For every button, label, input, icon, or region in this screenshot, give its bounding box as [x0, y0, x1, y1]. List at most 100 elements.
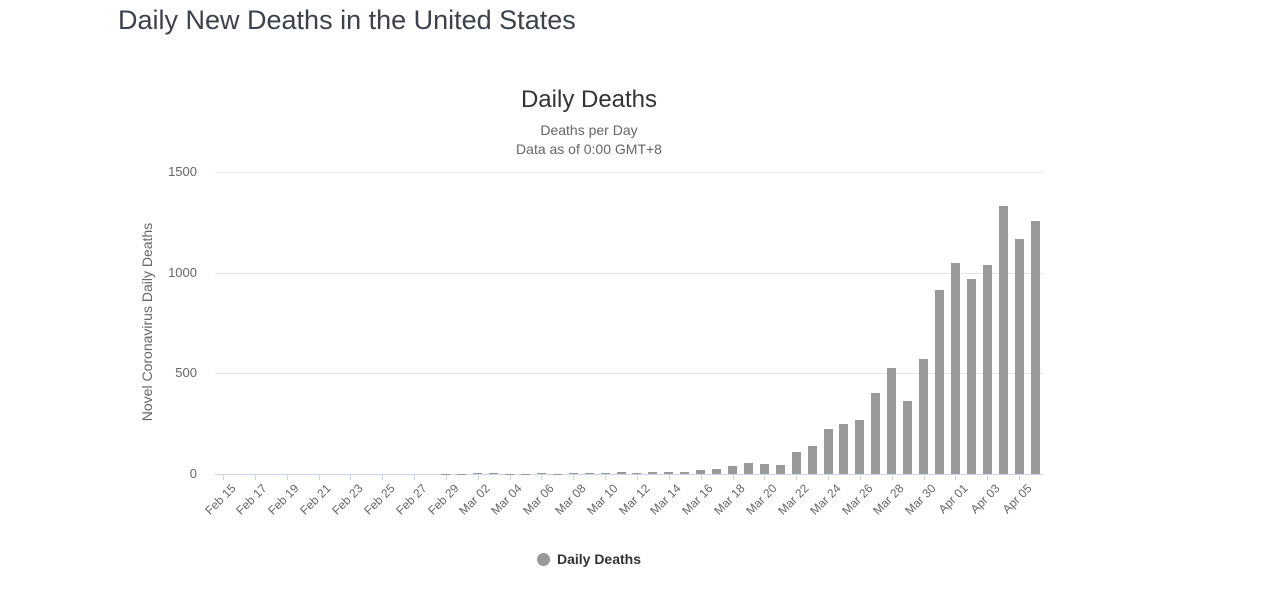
- x-tick-label-Mar-22: Mar 22: [775, 481, 812, 518]
- x-tick-Mar-02: [477, 475, 479, 480]
- bar-Mar-13[interactable]: [648, 472, 658, 474]
- bar-Mar-12[interactable]: [632, 473, 642, 474]
- bar-Mar-29[interactable]: [903, 400, 913, 474]
- x-tick-Mar-14: [668, 475, 670, 480]
- x-tick-Feb-21: [318, 475, 320, 480]
- x-tick-label-Feb-29: Feb 29: [424, 481, 462, 518]
- page-title: Daily New Deaths in the United States: [118, 5, 576, 35]
- x-tick-label-Feb-27: Feb 27: [392, 481, 430, 518]
- x-tick-label-Apr-03: Apr 03: [967, 481, 1003, 517]
- x-tick-Mar-08: [573, 475, 575, 480]
- x-tick-Mar-18: [732, 475, 734, 480]
- bar-Mar-16[interactable]: [696, 470, 706, 474]
- bar-Mar-10[interactable]: [600, 473, 610, 474]
- x-tick-Feb-27: [414, 475, 416, 480]
- bar-Mar-06[interactable]: [536, 473, 546, 474]
- x-tick-Mar-12: [636, 475, 638, 480]
- x-tick-Mar-28: [891, 475, 893, 480]
- legend-marker-icon: [536, 552, 550, 566]
- bar-Mar-08[interactable]: [568, 473, 578, 474]
- bar-Mar-23[interactable]: [807, 445, 817, 474]
- x-tick-label-Feb-15: Feb 15: [201, 481, 239, 518]
- chart-subtitle-line1: Deaths per Day: [540, 122, 638, 138]
- x-tick-Feb-25: [382, 475, 384, 480]
- bar-Mar-03[interactable]: [489, 473, 499, 474]
- x-tick-Feb-29: [445, 475, 447, 480]
- y-tick-label-0: 0: [189, 466, 197, 481]
- bar-Mar-31[interactable]: [935, 290, 944, 474]
- x-tick-label-Mar-02: Mar 02: [456, 481, 493, 518]
- bar-Apr-01[interactable]: [950, 262, 960, 474]
- bar-Mar-24[interactable]: [823, 428, 833, 474]
- bar-Apr-02[interactable]: [966, 279, 976, 474]
- x-tick-label-Mar-30: Mar 30: [902, 481, 939, 518]
- bar-Mar-28[interactable]: [887, 368, 897, 474]
- bar-Mar-22[interactable]: [791, 451, 801, 474]
- bar-Mar-02[interactable]: [473, 472, 483, 474]
- x-tick-label-Mar-18: Mar 18: [711, 481, 748, 518]
- x-tick-label-Mar-26: Mar 26: [838, 481, 876, 518]
- x-tick-Mar-04: [509, 475, 511, 480]
- bar-Mar-09[interactable]: [584, 473, 594, 474]
- x-tick-label-Feb-23: Feb 23: [329, 481, 366, 518]
- chart-title: Daily Deaths: [520, 86, 658, 113]
- x-tick-Mar-24: [828, 475, 830, 480]
- x-tick-Mar-10: [605, 475, 607, 480]
- x-tick-label-Apr-05: Apr 05: [999, 481, 1035, 517]
- x-tick-Feb-15: [222, 475, 224, 480]
- x-tick-Feb-17: [254, 475, 256, 480]
- x-tick-label-Mar-10: Mar 10: [584, 481, 621, 518]
- legend: Daily Deaths: [135, 551, 1043, 567]
- x-tick-Apr-05: [1019, 475, 1021, 480]
- bar-Mar-17[interactable]: [712, 469, 722, 474]
- x-tick-label-Apr-01: Apr 01: [935, 481, 971, 517]
- bar-Apr-05[interactable]: [1014, 239, 1024, 474]
- x-tick-label-Mar-12: Mar 12: [615, 481, 653, 518]
- bar-Mar-19[interactable]: [743, 462, 753, 474]
- gridline-y-1000: [215, 272, 1043, 274]
- gridline-y-1500: [215, 172, 1043, 173]
- bar-Mar-25[interactable]: [839, 424, 849, 474]
- bar-Mar-18[interactable]: [728, 465, 737, 474]
- bar-Mar-27[interactable]: [871, 393, 881, 474]
- x-tick-Mar-30: [923, 475, 925, 480]
- y-tick-label-500: 500: [175, 365, 197, 381]
- legend-item-daily-deaths[interactable]: Daily Deaths: [536, 551, 642, 567]
- x-tick-label-Feb-17: Feb 17: [233, 481, 271, 518]
- x-tick-Feb-19: [286, 475, 288, 480]
- x-tick-Mar-16: [700, 475, 702, 480]
- bar-Mar-11[interactable]: [616, 472, 626, 474]
- x-tick-label-Feb-21: Feb 21: [297, 481, 334, 518]
- x-tick-Mar-22: [796, 475, 798, 480]
- x-axis-line: [215, 474, 1043, 475]
- x-tick-Apr-01: [955, 475, 957, 480]
- x-tick-label-Feb-19: Feb 19: [265, 481, 302, 518]
- x-tick-label-Mar-20: Mar 20: [743, 481, 780, 518]
- x-tick-Mar-20: [764, 475, 766, 480]
- bar-Mar-15[interactable]: [680, 471, 690, 474]
- bar-Mar-14[interactable]: [664, 471, 674, 474]
- legend-label: Daily Deaths: [556, 551, 642, 567]
- chart-subtitle-line2: Data as of 0:00 GMT+8: [516, 141, 662, 157]
- bar-Mar-20[interactable]: [759, 464, 769, 474]
- x-tick-label-Mar-24: Mar 24: [806, 481, 844, 518]
- bar-Mar-30[interactable]: [919, 358, 929, 474]
- x-tick-label-Mar-08: Mar 08: [552, 481, 589, 518]
- x-tick-label-Mar-28: Mar 28: [870, 481, 907, 518]
- chart-header: Daily Deaths Deaths per Day Data as of 0…: [135, 86, 1043, 159]
- x-tick-label-Mar-04: Mar 04: [488, 481, 525, 518]
- y-tick-label-1500: 1500: [168, 164, 197, 179]
- bar-Apr-04[interactable]: [998, 206, 1008, 474]
- bar-Apr-06[interactable]: [1030, 221, 1040, 474]
- bar-Apr-03[interactable]: [982, 265, 992, 474]
- x-tick-Mar-26: [859, 475, 861, 480]
- bar-Mar-26[interactable]: [855, 420, 865, 474]
- x-tick-Feb-23: [350, 475, 352, 480]
- gridline-y-500: [215, 373, 1043, 375]
- bar-Mar-21[interactable]: [775, 464, 785, 474]
- x-tick-label-Feb-25: Feb 25: [361, 481, 398, 518]
- x-tick-Apr-03: [987, 475, 989, 480]
- x-tick-label-Mar-06: Mar 06: [520, 481, 557, 518]
